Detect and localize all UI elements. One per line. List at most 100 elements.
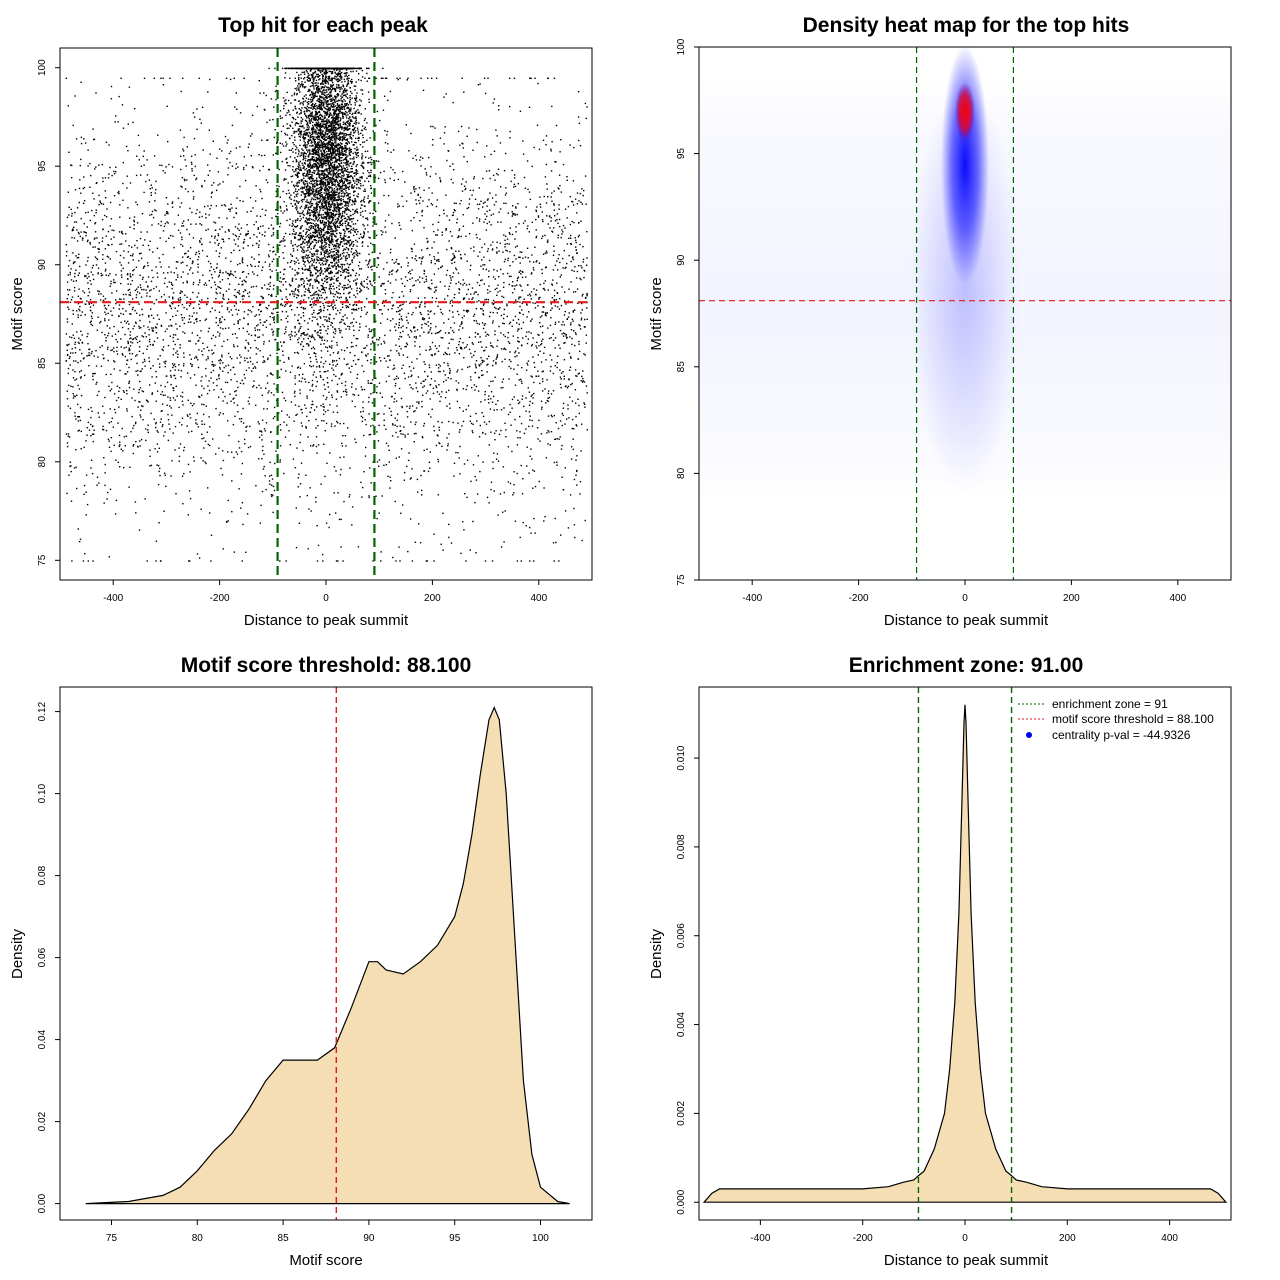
scatter-point — [352, 135, 354, 137]
scatter-point — [167, 203, 169, 205]
scatter-point — [75, 138, 78, 140]
scatter-point — [68, 206, 70, 208]
scatter-point — [269, 282, 271, 284]
scatter-point — [194, 116, 196, 118]
scatter-point — [435, 234, 437, 236]
scatter-point — [539, 322, 541, 324]
scatter-point — [76, 257, 79, 259]
scatter-point — [580, 265, 582, 267]
scatter-point — [192, 261, 194, 263]
scatter-point — [128, 380, 131, 382]
scatter-point — [137, 374, 139, 376]
scatter-point — [97, 272, 99, 274]
scatter-point — [390, 414, 393, 416]
scatter-point — [290, 175, 292, 178]
scatter-point — [130, 337, 132, 339]
scatter-point — [294, 383, 296, 385]
scatter-point — [360, 283, 363, 285]
scatter-point — [114, 408, 116, 411]
scatter-point — [69, 273, 71, 276]
scatter-point — [557, 355, 559, 357]
scatter-point — [234, 333, 236, 335]
scatter-point — [542, 370, 544, 372]
scatter-point — [489, 290, 491, 293]
scatter-point — [585, 334, 587, 336]
scatter-point — [171, 283, 173, 285]
scatter-point — [304, 208, 306, 210]
scatter-point — [433, 533, 435, 535]
scatter-point — [485, 346, 487, 348]
scatter-point — [237, 322, 239, 325]
scatter-point — [447, 364, 449, 367]
scatter-point — [406, 405, 408, 408]
scatter-point — [443, 353, 445, 356]
scatter-point — [79, 349, 81, 351]
scatter-point — [383, 424, 385, 427]
scatter-point — [254, 339, 256, 342]
scatter-point — [497, 460, 500, 462]
scatter-point — [393, 378, 395, 381]
scatter-point — [414, 423, 416, 426]
scatter-point — [486, 205, 488, 207]
scatter-point — [300, 306, 302, 309]
scatter-point — [303, 338, 305, 340]
scatter-point — [129, 466, 131, 468]
scatter-point — [526, 446, 528, 448]
scatter-point — [325, 252, 327, 254]
scatter-point — [504, 422, 506, 424]
scatter-point — [267, 283, 270, 285]
scatter-point — [217, 331, 219, 333]
scatter-point — [318, 309, 320, 311]
scatter-point — [102, 228, 104, 230]
scatter-point — [283, 278, 285, 280]
scatter-point — [224, 395, 226, 398]
scatter-point — [159, 421, 162, 423]
scatter-point — [195, 318, 197, 321]
scatter-point — [151, 327, 153, 329]
scatter-point — [66, 281, 69, 283]
scatter-point — [323, 309, 325, 312]
scatter-point — [85, 264, 87, 266]
scatter-point — [104, 298, 107, 300]
scatter-point — [527, 360, 530, 362]
scatter-point — [531, 165, 533, 168]
scatter-point — [122, 390, 125, 392]
scatter-point — [480, 401, 482, 403]
scatter-point — [340, 349, 343, 351]
scatter-point — [279, 271, 282, 273]
scatter-point — [491, 560, 494, 562]
scatter-point — [261, 449, 264, 452]
scatter-point — [247, 313, 249, 316]
scatter-point — [242, 298, 244, 300]
scatter-point — [208, 416, 210, 418]
scatter-point — [390, 248, 392, 251]
scatter-point — [496, 252, 498, 254]
scatter-point — [419, 353, 421, 356]
scatter-point — [462, 327, 464, 329]
scatter-point — [299, 389, 301, 391]
scatter-point — [141, 313, 144, 316]
scatter-point — [375, 495, 377, 497]
scatter-point — [104, 262, 107, 264]
scatter-point — [532, 337, 534, 339]
scatter-point — [370, 330, 372, 333]
scatter-point — [131, 298, 134, 300]
scatter-point — [246, 425, 248, 428]
scatter-point — [251, 370, 253, 372]
scatter-point — [180, 185, 182, 187]
scatter-point — [299, 433, 302, 436]
scatter-point — [559, 347, 561, 349]
scatter-point — [124, 320, 126, 322]
scatter-point — [425, 323, 428, 325]
scatter-point — [513, 183, 515, 186]
scatter-point — [350, 288, 353, 290]
scatter-point — [286, 209, 288, 211]
scatter-point — [520, 285, 522, 287]
scatter-point — [502, 317, 505, 320]
scatter-point — [312, 183, 315, 186]
scatter-point — [358, 329, 360, 332]
scatter-point — [460, 347, 463, 349]
scatter-point — [137, 134, 140, 137]
scatter-point — [93, 433, 95, 435]
scatter-point — [356, 255, 359, 257]
